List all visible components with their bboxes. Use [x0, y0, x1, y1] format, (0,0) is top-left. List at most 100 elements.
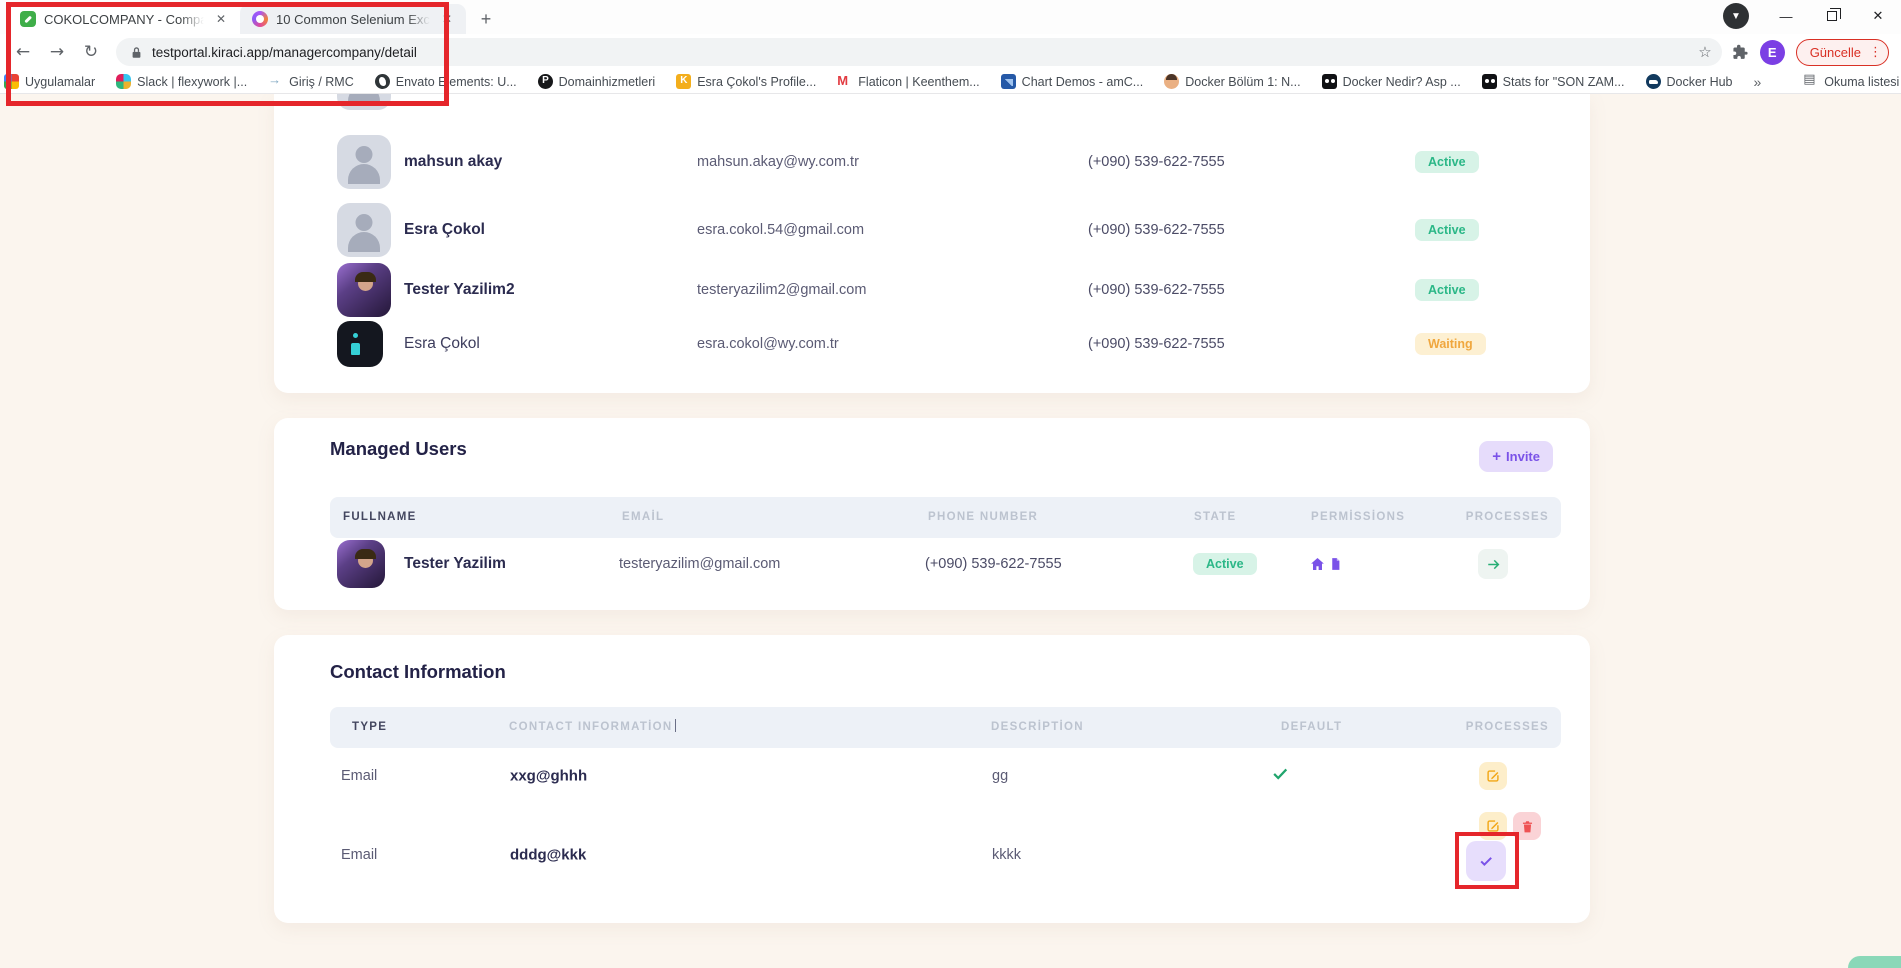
chrome-profile-chevron-icon[interactable]: ▼ [1723, 3, 1749, 29]
bookmark-domainhizmetleri[interactable]: Domainhizmetleri [538, 74, 656, 89]
column-header-description: DESCRİPTİON [991, 707, 1084, 748]
user-email: esra.cokol.54@gmail.com [697, 222, 864, 238]
video-icon [1322, 74, 1337, 89]
bookmark-docker-hub[interactable]: Docker Hub [1646, 74, 1733, 89]
invite-button[interactable]: + Invite [1479, 441, 1553, 472]
tab-title: COKOLCOMPANY - Company Det [44, 12, 204, 27]
user-row: mahsun akay mahsun.akay@wy.com.tr (+090)… [274, 134, 1590, 190]
restore-button[interactable] [1809, 0, 1855, 32]
browser-chrome: COKOLCOMPANY - Company Det ✕ 10 Common S… [0, 0, 1901, 94]
tab-close-icon[interactable]: ✕ [438, 10, 456, 28]
contact-value: dddg@kkk [510, 847, 586, 864]
floating-action-button[interactable] [1848, 956, 1901, 968]
user-name: Esra Çokol [404, 335, 480, 353]
managed-users-card: Managed Users + Invite FULLNAME EMAİL PH… [274, 418, 1590, 610]
reading-list-button[interactable]: Okuma listesi [1803, 74, 1899, 89]
open-detail-button[interactable] [1478, 549, 1508, 579]
edit-contact-button[interactable] [1479, 812, 1507, 840]
avatar [337, 263, 391, 317]
avatar [337, 203, 391, 257]
contact-description: gg [992, 768, 1008, 784]
contact-information-card: Contact Information TYPE CONTACT INFORMA… [274, 635, 1590, 923]
invite-label: Invite [1506, 449, 1540, 464]
user-phone: (+090) 539-622-7555 [1088, 222, 1225, 238]
user-name: Tester Yazilim2 [404, 281, 515, 299]
column-header-default: DEFAULT [1281, 707, 1342, 748]
contact-row: Email xxg@ghhh gg [274, 748, 1590, 804]
bookmark-uygulamalar[interactable]: Uygulamalar [4, 74, 95, 89]
company-favicon-icon [20, 11, 36, 27]
extensions-puzzle-icon[interactable] [1732, 44, 1749, 61]
edit-contact-button[interactable] [1479, 762, 1507, 790]
apps-grid-icon [4, 74, 19, 89]
column-header-fullname: FULLNAME [343, 497, 417, 538]
flaticon-icon [837, 74, 852, 89]
bookmark-stats[interactable]: Stats for "SON ZAM... [1482, 74, 1625, 89]
permissions-cell [1310, 557, 1342, 572]
user-phone: (+090) 539-622-7555 [925, 556, 1062, 572]
contact-value: xxg@ghhh [510, 768, 587, 785]
selenium-favicon-icon [252, 11, 268, 27]
column-header-processes: PROCESSES [1466, 497, 1549, 538]
bookmark-envato[interactable]: Envato Elements: U... [375, 74, 517, 89]
tab-company-detail[interactable]: COKOLCOMPANY - Company Det ✕ [8, 4, 240, 34]
minimize-button[interactable]: — [1763, 0, 1809, 32]
column-header-state: STATE [1194, 497, 1237, 538]
contact-type: Email [341, 847, 377, 863]
contact-row: Email dddg@kkk kkkk [274, 815, 1590, 895]
bookmark-docker-bolum[interactable]: Docker Bölüm 1: N... [1164, 74, 1300, 89]
status-badge: Waiting [1415, 333, 1486, 355]
page-content: mahsun akay mahsun.akay@wy.com.tr (+090)… [0, 94, 1901, 968]
bookmark-flaticon[interactable]: Flaticon | Keenthem... [837, 74, 979, 89]
address-bar[interactable]: testportal.kiraci.app/managercompany/det… [116, 38, 1722, 66]
column-header-type: TYPE [352, 707, 387, 748]
chrome-update-button[interactable]: Güncelle ⋮ [1796, 39, 1889, 66]
arrow-right-icon [1486, 557, 1501, 572]
forward-button[interactable]: → [42, 37, 72, 67]
reading-list-icon [1803, 74, 1818, 89]
bookmark-star-icon[interactable]: ☆ [1698, 43, 1711, 61]
video-icon [1482, 74, 1497, 89]
delete-contact-button[interactable] [1513, 812, 1541, 840]
column-header-phone: PHONE NUMBER [928, 497, 1038, 538]
lock-icon [130, 46, 143, 59]
check-icon [1478, 853, 1494, 869]
tab-close-icon[interactable]: ✕ [212, 10, 230, 28]
bookmark-docker-nedir[interactable]: Docker Nedir? Asp ... [1322, 74, 1461, 89]
status-badge: Active [1415, 219, 1479, 241]
profile-avatar[interactable]: E [1760, 40, 1785, 65]
arrow-icon [268, 74, 283, 89]
status-badge: Active [1415, 279, 1479, 301]
tab-selenium-exceptions[interactable]: 10 Common Selenium Exceptions ✕ [240, 4, 466, 34]
column-header-permissions: PERMİSSİONS [1311, 497, 1405, 538]
contact-description: kkkk [992, 847, 1021, 863]
bookmark-slack[interactable]: Slack | flexywork |... [116, 74, 247, 89]
menu-dots-icon[interactable]: ⋮ [1869, 45, 1882, 60]
company-users-card: mahsun akay mahsun.akay@wy.com.tr (+090)… [274, 94, 1590, 393]
edit-pencil-icon [1486, 819, 1500, 833]
avatar [337, 540, 385, 588]
bookmarks-overflow-button[interactable]: » [1754, 74, 1762, 90]
column-header-email: EMAİL [622, 497, 664, 538]
tab-title: 10 Common Selenium Exceptions [276, 12, 430, 27]
bookmark-esra-profile[interactable]: Esra Çokol's Profile... [676, 74, 816, 89]
confirm-default-button[interactable] [1466, 841, 1506, 881]
window-controls: ▼ — ✕ [1723, 0, 1901, 32]
new-tab-button[interactable]: + [472, 5, 500, 33]
bookmark-chart-demos[interactable]: Chart Demos - amC... [1001, 74, 1144, 89]
status-badge: Active [1193, 553, 1257, 575]
close-button[interactable]: ✕ [1855, 0, 1901, 32]
letter-k-icon [676, 74, 691, 89]
face-icon [1164, 74, 1179, 89]
back-button[interactable]: ← [8, 37, 38, 67]
url-text[interactable]: testportal.kiraci.app/managercompany/det… [152, 45, 1689, 60]
browser-toolbar: ← → ↻ testportal.kiraci.app/managercompa… [0, 34, 1901, 70]
avatar [337, 135, 391, 189]
update-label: Güncelle [1810, 45, 1861, 60]
user-email: mahsun.akay@wy.com.tr [697, 154, 859, 170]
column-header-processes: PROCESSES [1466, 707, 1549, 748]
reload-button[interactable]: ↻ [76, 37, 106, 67]
bookmark-giris-rmc[interactable]: Giriş / RMC [268, 74, 354, 89]
table-header: TYPE CONTACT INFORMATİON DESCRİPTİON DEF… [330, 707, 1561, 748]
section-title: Contact Information [330, 661, 506, 683]
